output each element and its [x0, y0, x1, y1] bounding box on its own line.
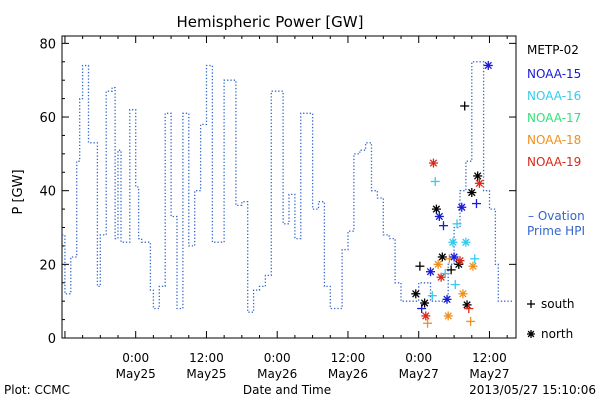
- x-tick-label-date: May27: [469, 367, 509, 381]
- north-point: [433, 259, 443, 269]
- north-point: [421, 311, 431, 321]
- y-axis-label: P [GW]: [11, 169, 26, 214]
- south-point: [427, 291, 437, 301]
- south-point: [464, 304, 474, 314]
- plot-timestamp: 2013/05/27 15:10:06: [469, 383, 596, 397]
- north-point: [434, 211, 444, 221]
- south-point: [430, 176, 440, 186]
- y-tick-label: 20: [39, 258, 56, 273]
- y-tick-label: 40: [39, 185, 56, 200]
- ovation-series-line: [62, 61, 514, 313]
- north-point: [428, 158, 438, 168]
- x-tick-label-time: 0:00: [122, 351, 149, 365]
- legend-item: NOAA-17: [527, 111, 581, 125]
- north-point: [426, 267, 436, 277]
- legend-item: NOAA-16: [527, 89, 581, 103]
- south-marker-legend: south: [527, 297, 575, 311]
- south-point: [440, 269, 450, 279]
- legend-title: METP-02: [527, 43, 579, 57]
- x-axis-label: Date and Time: [243, 383, 331, 397]
- legend-item: NOAA-15: [527, 67, 581, 81]
- plot-frame: [61, 35, 517, 339]
- x-tick-label-time: 12:00: [472, 351, 507, 365]
- legend-item: NOAA-19: [527, 155, 581, 169]
- x-tick-label-date: May25: [116, 367, 156, 381]
- y-tick-label: 0: [48, 332, 56, 347]
- north-point: [474, 178, 484, 188]
- x-tick-label-date: May26: [257, 367, 297, 381]
- south-point: [452, 219, 462, 229]
- north-point: [436, 272, 446, 282]
- y-tick-label: 60: [39, 111, 56, 126]
- chart-title: Hemispheric Power [GW]: [177, 13, 364, 31]
- north-point: [431, 204, 441, 214]
- north-point: [411, 289, 421, 299]
- north-point: [437, 252, 447, 262]
- north-point: [420, 298, 430, 308]
- north-marker-legend: north: [527, 327, 573, 341]
- north-point: [468, 261, 478, 271]
- y-axis: 0 20 40 60 80: [39, 37, 516, 347]
- satellite-points: [411, 60, 493, 328]
- x-tick-label-time: 12:00: [331, 351, 366, 365]
- north-point: [483, 60, 493, 70]
- north-point: [461, 237, 471, 247]
- south-point: [438, 221, 448, 231]
- south-point: [460, 101, 470, 111]
- south-point: [471, 199, 481, 209]
- x-tick-label-date: May26: [328, 367, 368, 381]
- north-point: [458, 289, 468, 299]
- x-axis: 0:00 May25 12:00 May25 0:00 May26 12:00 May26 0:…: [64, 36, 510, 381]
- south-point: [415, 261, 425, 271]
- north-point: [467, 188, 477, 198]
- marker-legend-label: south: [541, 297, 575, 311]
- legend-items: NOAA-15 NOAA-16 NOAA-17 NOAA-18 NOAA-19: [527, 67, 581, 169]
- north-point: [443, 311, 453, 321]
- marker-legend: south north: [527, 297, 575, 341]
- north-point: [457, 202, 467, 212]
- x-tick-label-time: 12:00: [189, 351, 224, 365]
- y-tick-label: 80: [39, 37, 56, 52]
- x-tick-label-time: 0:00: [405, 351, 432, 365]
- x-tick-label-date: May27: [399, 367, 439, 381]
- north-point: [473, 171, 483, 181]
- x-tick-label-time: 0:00: [264, 351, 291, 365]
- north-point: [442, 294, 452, 304]
- plot-credit: Plot: CCMC: [4, 383, 70, 397]
- south-point: [450, 280, 460, 290]
- south-point: [470, 254, 480, 264]
- north-point: [455, 256, 465, 266]
- marker-legend-label: north: [541, 327, 573, 341]
- x-tick-label-date: May25: [186, 367, 226, 381]
- north-point: [449, 252, 459, 262]
- legend-item: NOAA-18: [527, 133, 581, 147]
- legend: METP-02 NOAA-15NOAA-16NOAA-17NOAA-18NOAA…: [527, 43, 585, 341]
- south-point: [423, 318, 433, 328]
- south-point: [446, 265, 456, 275]
- ovation-label-line-2: Prime HPI: [527, 224, 585, 238]
- north-point: [448, 237, 458, 247]
- ovation-label-line-1: – Ovation: [528, 209, 585, 223]
- south-point: [466, 316, 476, 326]
